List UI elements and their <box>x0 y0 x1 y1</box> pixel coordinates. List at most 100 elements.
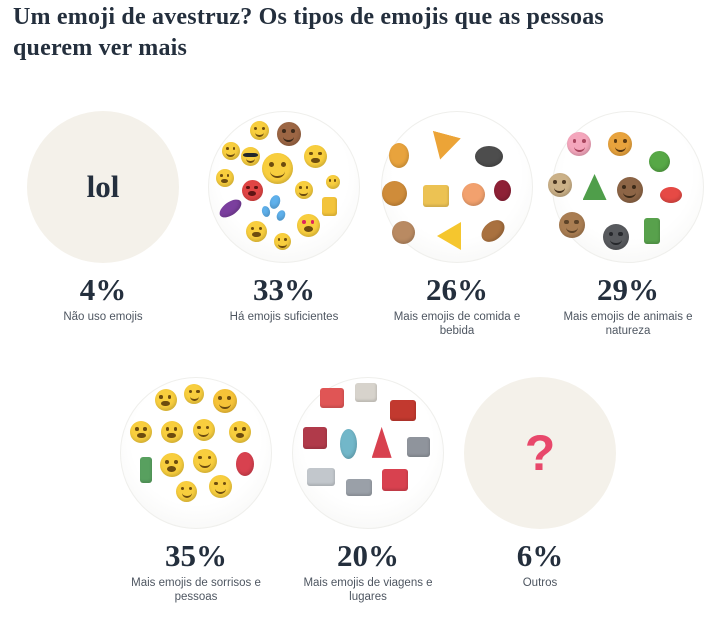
eye <box>232 146 236 150</box>
eye <box>258 226 263 231</box>
eye <box>574 219 579 224</box>
eye <box>301 220 306 224</box>
mouth <box>198 427 209 438</box>
mouth <box>609 234 623 246</box>
eye <box>309 151 314 156</box>
category-circle-mais-viagens-lugares <box>292 377 444 529</box>
category-mais-comida-bebida: 26% Mais emojis de comida e bebida <box>367 111 547 338</box>
mouth <box>181 488 192 499</box>
sweat-drop-icon <box>275 209 287 223</box>
japanese-castle-icon <box>389 399 416 421</box>
eye <box>254 185 258 189</box>
eye <box>188 389 193 393</box>
eye <box>174 460 178 464</box>
mouth <box>245 154 256 164</box>
eye <box>196 389 200 393</box>
person-raising-hands-icon <box>160 420 183 443</box>
pig-face-icon <box>567 132 592 157</box>
dog-face-icon <box>547 173 572 198</box>
eye <box>226 174 230 177</box>
mouth <box>247 190 257 197</box>
cathedral-icon <box>302 426 327 449</box>
four-leaf-clover-icon <box>649 150 671 172</box>
blonde-woman-icon <box>212 389 237 414</box>
smiling-face-icon <box>192 419 215 442</box>
category-label: Mais emojis de viagens e lugares <box>303 577 433 604</box>
eye <box>310 220 315 224</box>
eye <box>188 486 193 490</box>
cactus-icon <box>644 218 661 245</box>
percent-value: 6% <box>516 538 564 573</box>
eye <box>222 481 227 486</box>
cheese-wedge-icon <box>437 222 461 250</box>
eye <box>552 180 557 185</box>
category-mais-animais-natureza: 29% Mais emojis de animais e natureza <box>538 111 718 338</box>
eye <box>622 139 627 144</box>
category-label: Não uso emojis <box>63 311 143 323</box>
eye <box>564 219 569 224</box>
screaming-face-icon <box>246 220 268 242</box>
hot-beverage-icon <box>392 221 416 245</box>
mouth <box>282 130 295 142</box>
mouth <box>623 186 636 199</box>
mouth <box>573 141 586 153</box>
wedding-chapel-icon <box>319 388 344 409</box>
mouth <box>167 432 177 439</box>
mouth <box>303 225 313 232</box>
eye <box>213 481 218 486</box>
eye <box>608 231 613 236</box>
eye <box>159 395 163 399</box>
category-nao-uso-emojis: lol 4% Não uso emojis <box>13 111 193 324</box>
mouth <box>226 148 236 157</box>
mouth <box>235 432 245 439</box>
eye <box>328 179 331 182</box>
crab-icon <box>659 186 682 203</box>
eye <box>165 427 170 431</box>
eye <box>632 184 637 189</box>
mouth <box>219 398 231 410</box>
percent-value: 20% <box>337 538 399 573</box>
poultry-leg-icon <box>477 215 510 247</box>
mouth <box>270 164 286 179</box>
eye <box>167 395 172 399</box>
mouth <box>136 432 146 439</box>
category-circle-mais-animais-natureza <box>547 111 704 263</box>
eye <box>227 396 232 401</box>
heart-eyes-face-icon <box>296 213 320 237</box>
eye <box>233 427 238 431</box>
peach-icon <box>462 183 486 207</box>
percent-value: 4% <box>79 272 127 307</box>
mouth <box>614 141 627 153</box>
category-outros: ? 6% Outros <box>450 377 630 590</box>
eye <box>207 455 212 460</box>
sunglasses-face-icon <box>241 147 261 167</box>
grinning-big-face-icon <box>159 453 184 478</box>
winking-face-icon <box>193 448 218 473</box>
mouth <box>161 400 170 407</box>
eye <box>305 186 309 190</box>
slightly-smiling-face-icon <box>262 153 294 185</box>
pineapple-icon <box>389 142 410 168</box>
eye <box>290 128 295 133</box>
nerd-face-icon <box>294 181 313 200</box>
eye <box>334 179 337 182</box>
category-circle-mais-comida-bebida <box>381 111 533 263</box>
pile-of-poo-icon <box>276 121 301 146</box>
category-ha-emojis-suficientes: 33% Há emojis suficientes <box>194 111 374 324</box>
eye <box>618 231 623 236</box>
laughing-tears-face-icon <box>304 145 328 169</box>
mouth <box>565 221 578 234</box>
category-label: Outros <box>522 577 558 589</box>
mouth <box>553 182 566 194</box>
eye <box>218 396 222 401</box>
percent-value: 35% <box>165 538 227 573</box>
convenience-store-icon <box>406 436 430 457</box>
torii-gate-icon <box>382 469 409 492</box>
category-circle-outros: ? <box>464 377 616 529</box>
mouth <box>255 128 265 138</box>
infographic-title: Um emoji de avestruz? Os tipos de emojis… <box>13 4 604 61</box>
church-icon <box>355 382 378 402</box>
percent-value: 33% <box>253 272 315 307</box>
thumbs-up-icon <box>322 197 338 217</box>
